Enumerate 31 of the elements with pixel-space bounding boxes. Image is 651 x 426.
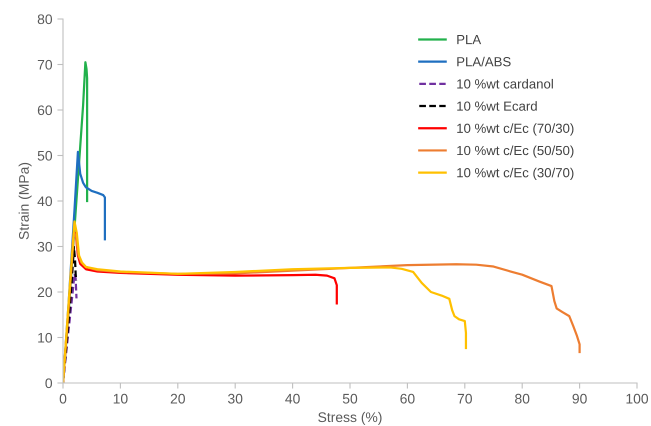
x-tick-label: 40 bbox=[285, 394, 300, 404]
line-series bbox=[63, 220, 468, 383]
x-tick-label: 50 bbox=[342, 394, 358, 404]
x-tick-label: 20 bbox=[170, 394, 185, 404]
legend-label: PLA/ABS bbox=[457, 56, 511, 66]
x-tick-label: 100 bbox=[626, 394, 648, 404]
x-tick-label: 30 bbox=[228, 394, 242, 404]
legend-label: PLA bbox=[457, 35, 482, 44]
line-series bbox=[63, 246, 78, 383]
x-tick-label: 10 bbox=[114, 394, 128, 404]
x-tick-label: 90 bbox=[572, 394, 587, 404]
y-tick-label: 0 bbox=[45, 378, 52, 388]
y-tick-label: 10 bbox=[38, 332, 52, 343]
y-tick-label: 20 bbox=[38, 287, 52, 298]
x-tick-label: 60 bbox=[400, 394, 415, 404]
legend-label: 10 %wt c/Ec (70/30) bbox=[457, 123, 574, 136]
legend-label: 10 %wt cardanol bbox=[457, 78, 553, 89]
legend-label: 10 %wt c/Ec (30/70) bbox=[457, 168, 574, 180]
y-tick-label: 50 bbox=[38, 150, 52, 161]
legend-label: 10 %wt Ecard bbox=[457, 101, 537, 111]
y-axis-title: Strain (MPa) bbox=[18, 162, 32, 240]
y-tick-label: 80 bbox=[38, 14, 52, 24]
x-tick-label: 70 bbox=[458, 394, 472, 404]
y-tick-label: 30 bbox=[38, 242, 52, 252]
x-axis-title: Stress (%) bbox=[318, 412, 382, 425]
y-tick-label: 40 bbox=[37, 196, 52, 206]
y-tick-label: 70 bbox=[38, 60, 52, 70]
y-tick-label: 60 bbox=[38, 105, 52, 116]
legend-label: 10 %wt c/Ec (50/50) bbox=[457, 145, 574, 158]
x-tick-label: 0 bbox=[60, 394, 66, 404]
x-tick-label: 80 bbox=[515, 394, 530, 404]
